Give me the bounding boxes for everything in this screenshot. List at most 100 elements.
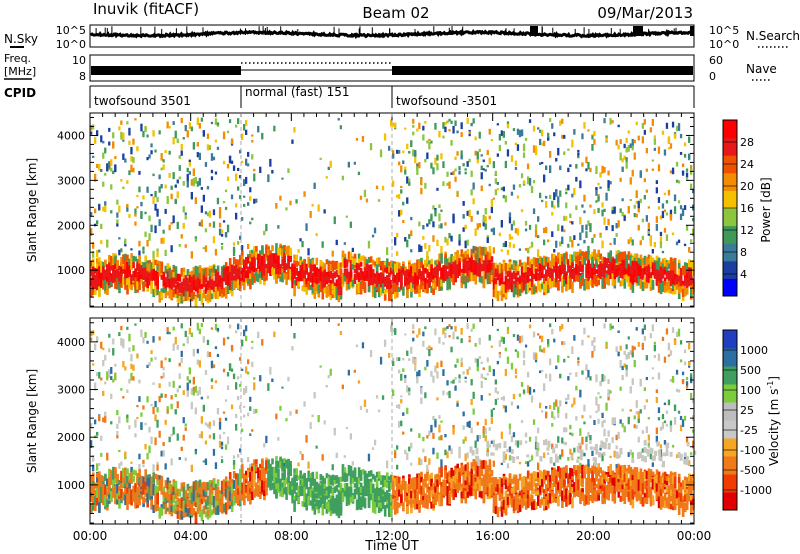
power-cell xyxy=(96,279,99,291)
power-cell xyxy=(313,287,317,299)
power-cell xyxy=(114,255,117,265)
velocity-cell xyxy=(251,490,254,500)
power-cell xyxy=(396,285,399,292)
power-cell-upper xyxy=(317,204,320,212)
power-cell-upper xyxy=(587,129,590,132)
power-cell xyxy=(629,266,633,272)
power-cell-upper xyxy=(408,182,411,186)
power-cell xyxy=(259,250,262,255)
power-cell xyxy=(369,273,373,284)
power-cell-upper xyxy=(371,234,375,238)
velocity-cell xyxy=(166,477,170,484)
power-cell xyxy=(317,271,321,276)
power-cell-upper xyxy=(218,210,222,219)
power-cell-upper xyxy=(174,198,177,205)
power-cell-upper xyxy=(202,247,205,250)
velocity-cell xyxy=(198,510,202,518)
velocity-cell xyxy=(142,498,145,504)
power-cell-upper xyxy=(549,194,552,199)
velocity-cell xyxy=(257,467,260,479)
velocity-cell-upper xyxy=(241,428,244,433)
power-cell-upper xyxy=(643,119,646,125)
power-cell xyxy=(446,271,449,282)
velocity-cell xyxy=(174,480,178,493)
power-cell-upper xyxy=(339,125,342,130)
power-cell xyxy=(661,280,665,292)
velocity-cell xyxy=(317,483,321,489)
power-cell xyxy=(567,268,570,273)
power-cell xyxy=(359,283,363,295)
power-cell-upper xyxy=(100,240,103,245)
power-cell xyxy=(669,287,673,294)
power-cell xyxy=(337,274,341,282)
power-cell xyxy=(390,268,393,273)
power-cell-upper xyxy=(490,206,493,214)
power-cell-upper xyxy=(94,136,97,144)
power-cell xyxy=(690,262,693,271)
velocity-cell-upper xyxy=(206,351,210,358)
power-cell xyxy=(669,270,673,275)
velocity-cell-upper xyxy=(122,338,125,347)
beam-title: Beam 02 xyxy=(362,4,429,22)
noise-right-top-tick: 10^5 xyxy=(709,24,739,37)
velocity-cell xyxy=(132,476,135,483)
velocity-cell xyxy=(307,497,310,505)
power-cell xyxy=(275,274,278,283)
velocity-cell xyxy=(269,477,272,482)
power-cell-upper xyxy=(641,218,644,223)
velocity-cell xyxy=(176,511,180,519)
power-cell-upper xyxy=(444,222,447,226)
power-cell xyxy=(172,281,176,288)
power-cell-upper xyxy=(573,235,576,240)
velocity-cell-upper xyxy=(100,435,103,441)
power-cell-upper xyxy=(126,203,129,208)
power-cell xyxy=(486,264,490,273)
power-cell xyxy=(154,289,157,296)
power-cell xyxy=(184,290,188,297)
power-cell xyxy=(230,275,234,285)
power-cell xyxy=(230,280,234,288)
power-cell xyxy=(130,258,133,270)
power-cell xyxy=(683,287,687,297)
velocity-cell xyxy=(239,475,242,484)
power-cell xyxy=(174,266,178,279)
velocity-cell xyxy=(124,495,127,506)
power-cell xyxy=(349,260,353,270)
power-cell-upper xyxy=(589,204,592,208)
power-cell xyxy=(432,282,435,289)
power-cell xyxy=(106,284,109,292)
velocity-cell xyxy=(309,500,313,506)
power-cell-upper xyxy=(679,205,683,210)
power-cell-upper xyxy=(567,184,570,191)
power-cell xyxy=(331,273,335,282)
power-cell xyxy=(287,268,290,280)
power-cell xyxy=(474,253,478,262)
power-cell xyxy=(543,255,546,268)
velocity-cell xyxy=(237,485,240,491)
power-cell-upper xyxy=(237,167,240,171)
power-cell-upper xyxy=(367,240,371,249)
power-cell xyxy=(458,268,461,276)
power-cell xyxy=(212,289,216,298)
power-cell-upper xyxy=(466,239,469,246)
velocity-cell xyxy=(108,476,111,488)
power-cell-upper xyxy=(214,118,218,125)
power-cell-upper xyxy=(532,180,536,184)
power-cell-upper xyxy=(581,133,584,140)
power-cell xyxy=(690,267,693,279)
power-cell-upper xyxy=(206,133,210,139)
power-cell xyxy=(388,277,391,290)
power-cell xyxy=(110,256,113,267)
velocity-cell-upper xyxy=(100,341,103,349)
velocity-cell xyxy=(321,494,325,505)
power-cell xyxy=(146,287,149,292)
power-cell xyxy=(249,277,252,290)
velocity-cell-upper xyxy=(214,380,218,384)
power-cell-upper xyxy=(102,206,105,212)
power-cell-upper xyxy=(683,205,687,210)
freq-tick-10: 10 xyxy=(72,54,86,67)
power-cell xyxy=(267,249,270,256)
velocity-cell-upper xyxy=(325,385,328,388)
velocity-cell xyxy=(178,501,182,508)
velocity-cell-upper xyxy=(303,401,306,407)
